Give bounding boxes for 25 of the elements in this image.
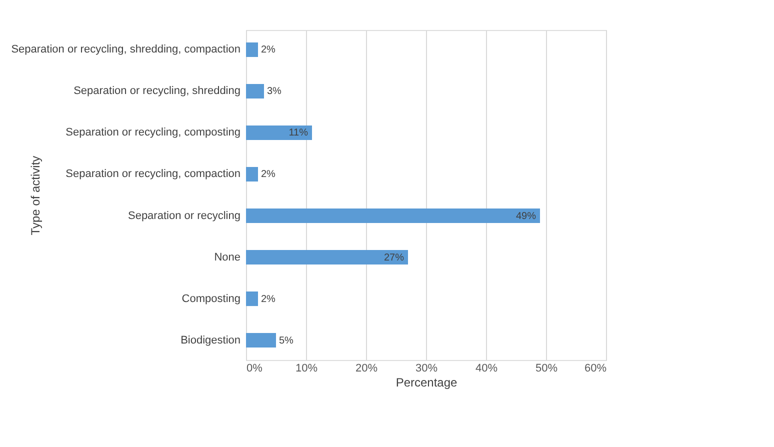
y-tick-label: Separation or recycling, compaction (66, 168, 240, 180)
x-tick-label: 40% (475, 362, 498, 374)
y-tick-label: Separation or recycling, shredding (74, 85, 240, 98)
x-tick-label: 30% (415, 362, 438, 374)
data-label: 49% (516, 210, 536, 222)
y-axis-title: Type of activity (28, 156, 42, 236)
y-tick-label: Composting (182, 292, 240, 305)
x-tick-label: 20% (355, 362, 378, 374)
x-axis-title: Percentage (396, 376, 458, 390)
y-tick-label: Separation or recycling, composting (66, 126, 240, 139)
y-tick-label: Biodigestion (180, 334, 240, 346)
data-label: 5% (279, 335, 294, 346)
x-tick-label: 50% (535, 362, 558, 374)
data-label: 27% (384, 252, 404, 264)
x-tick-label: 0% (246, 362, 263, 374)
data-label: 2% (261, 44, 276, 56)
x-tick-label: 10% (295, 362, 318, 374)
x-tick-label: 60% (584, 362, 607, 374)
y-tick-label: Separation or recycling, shredding, compaction (11, 44, 240, 56)
y-tick-label: Separation or recycling (128, 210, 240, 222)
data-label: 3% (267, 86, 282, 98)
y-tick-label: None (214, 251, 240, 264)
data-label: 2% (261, 169, 276, 180)
data-label: 2% (261, 294, 276, 305)
data-label: 11% (288, 128, 308, 139)
